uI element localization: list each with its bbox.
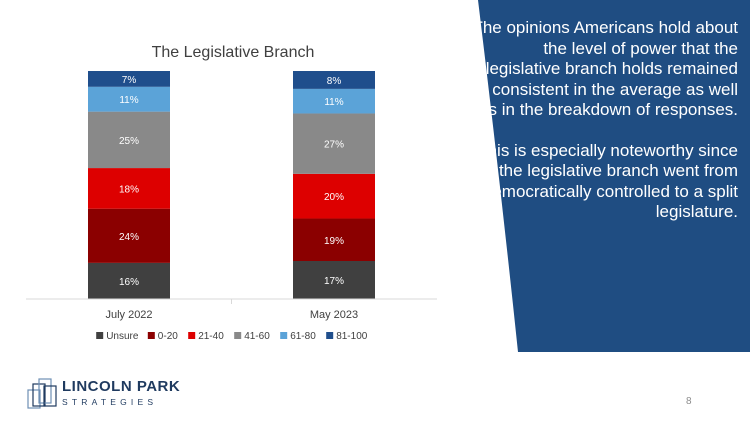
data-label-may-2023-61-80: 11% xyxy=(324,97,343,108)
bar-segment-july-2022-81-100 xyxy=(88,71,170,87)
data-label-may-2023-unsure: 17% xyxy=(324,276,344,287)
data-label-july-2022-21-40: 18% xyxy=(119,184,139,195)
logo-subtitle: STRATEGIES xyxy=(62,397,158,407)
side-panel-text: The opinions Americans hold about the le… xyxy=(470,18,738,223)
data-label-july-2022-41-60: 25% xyxy=(119,136,139,147)
data-label-july-2022-81-100: 7% xyxy=(122,75,137,86)
legend-label-61-80: 61-80 xyxy=(290,331,316,342)
stacked-bar-chart: The Legislative Branch 16% 24% 18% 25% 11% 7%… xyxy=(26,44,437,342)
company-logo: LINCOLN PARK STRATEGIES xyxy=(26,376,196,412)
bar-segment-may-2023-0-20 xyxy=(293,218,375,261)
legend-swatch-21-40 xyxy=(188,332,196,339)
data-label-july-2022-unsure: 16% xyxy=(119,277,139,288)
legend-swatch-41-60 xyxy=(234,332,242,339)
legend-swatch-unsure xyxy=(96,332,104,339)
bars-group: 16% 24% 18% 25% 11% 7% 17% 19% 20% 27% 11% 8% xyxy=(88,71,375,299)
data-label-may-2023-81-100: 8% xyxy=(327,76,342,87)
bar-segment-july-2022-unsure xyxy=(88,262,170,299)
page-number: 8 xyxy=(686,396,692,407)
bar-segment-may-2023-unsure xyxy=(293,261,375,299)
x-axis-labels: July 2022 May 2023 xyxy=(105,309,358,321)
bar-segment-may-2023-61-80 xyxy=(293,88,375,114)
x-tick-label-may-2023: May 2023 xyxy=(310,309,358,321)
logo-mark-icon xyxy=(27,378,57,409)
chart-title: The Legislative Branch xyxy=(152,44,315,61)
data-label-july-2022-61-80: 11% xyxy=(119,95,138,106)
panel-paragraph-2: This is especially noteworthy since the … xyxy=(477,140,738,222)
legend-swatch-61-80 xyxy=(280,332,288,339)
panel-paragraph-1: The opinions Americans hold about the le… xyxy=(472,18,738,119)
legend-label-21-40: 21-40 xyxy=(198,331,224,342)
legend: Unsure 0-20 21-40 41-60 61-80 81-100 xyxy=(96,331,368,342)
data-label-may-2023-41-60: 27% xyxy=(324,140,344,151)
side-panel-shape xyxy=(478,0,750,352)
bar-segment-july-2022-41-60 xyxy=(88,111,170,169)
bar-segment-july-2022-0-20 xyxy=(88,208,170,263)
legend-swatch-81-100 xyxy=(326,332,334,339)
bar-segment-may-2023-81-100 xyxy=(293,71,375,89)
data-label-july-2022-0-20: 24% xyxy=(119,232,139,243)
bar-segment-may-2023-21-40 xyxy=(293,173,375,219)
data-label-may-2023-0-20: 19% xyxy=(324,236,344,247)
legend-label-41-60: 41-60 xyxy=(244,331,270,342)
legend-label-unsure: Unsure xyxy=(106,331,139,342)
bar-segment-july-2022-61-80 xyxy=(88,86,170,112)
x-tick-label-july-2022: July 2022 xyxy=(105,309,152,321)
legend-label-0-20: 0-20 xyxy=(158,331,178,342)
logo-name: LINCOLN PARK xyxy=(62,378,181,395)
data-label-may-2023-21-40: 20% xyxy=(324,192,344,203)
bar-segment-july-2022-21-40 xyxy=(88,168,170,209)
legend-swatch-0-20 xyxy=(147,332,155,339)
legend-label-81-100: 81-100 xyxy=(336,331,368,342)
bar-segment-may-2023-41-60 xyxy=(293,113,375,174)
